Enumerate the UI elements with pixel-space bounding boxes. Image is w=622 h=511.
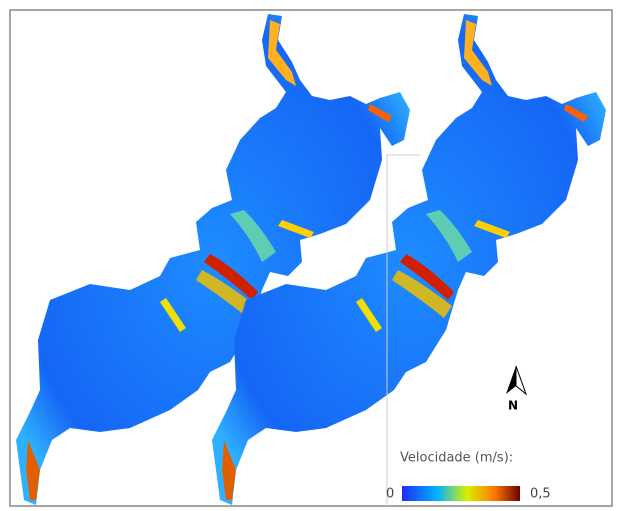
north-arrow: N (506, 366, 526, 413)
color-bar (402, 486, 520, 501)
legend-min: 0 (386, 487, 394, 502)
map-figure: N Velocidade (m/s): 0 0,5 (0, 0, 622, 511)
arrow-half-dark (506, 366, 516, 394)
north-label: N (508, 399, 518, 413)
legend-max: 0,5 (530, 487, 551, 502)
map-scenario-a (16, 14, 410, 505)
legend-title: Velocidade (m/s): (400, 451, 513, 466)
arrow-half-light (516, 366, 526, 394)
